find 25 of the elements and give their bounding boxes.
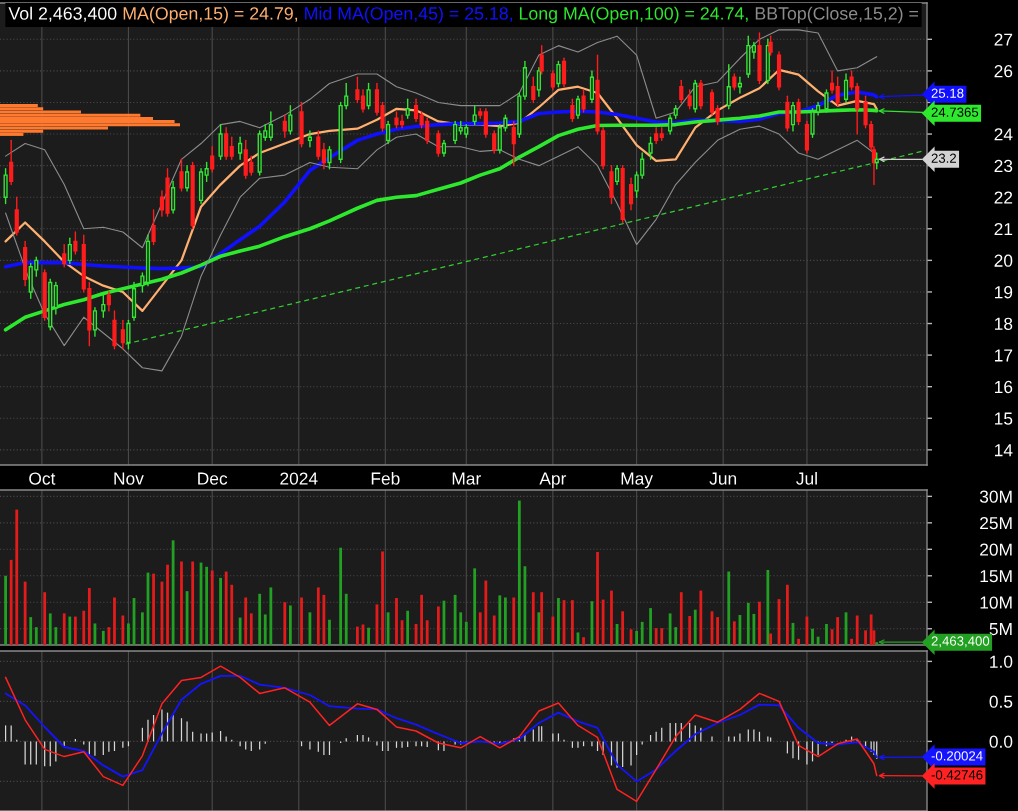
y-tick-label: 15M	[980, 570, 1012, 583]
y-tick-label: 18	[995, 317, 1013, 330]
y-tick-label: 15	[995, 412, 1013, 425]
y-tick-label: 24	[994, 128, 1013, 141]
y-tick-label: 20	[994, 254, 1013, 267]
y-tick-label: 17	[995, 349, 1013, 362]
y-tick-label: 26	[994, 65, 1013, 78]
y-tick-label: 0.5	[989, 695, 1013, 708]
y-tick-label: 21	[994, 222, 1013, 236]
data-label: -0.42746	[931, 770, 983, 780]
y-tick-label: 0.0	[989, 735, 1013, 748]
y-tick-label: 25M	[980, 517, 1012, 530]
y-tick-label: 20M	[980, 543, 1012, 556]
y-tick-label: 27	[994, 33, 1013, 46]
data-label: -0.20024	[931, 751, 983, 761]
y-tick-label: 14	[995, 444, 1013, 457]
y-tick-label: 1.0	[990, 655, 1013, 668]
data-label: 2,463,400	[931, 636, 990, 648]
y-tick-label: 23	[994, 159, 1013, 173]
y-tick-label: 19	[995, 286, 1013, 299]
y-tick-label: 22	[994, 191, 1013, 204]
y-tick-label: 10M	[980, 596, 1012, 609]
y-tick-label: 16	[995, 380, 1013, 394]
y-tick-label: 5M	[989, 623, 1012, 636]
y-tick-label: 30M	[979, 490, 1012, 503]
